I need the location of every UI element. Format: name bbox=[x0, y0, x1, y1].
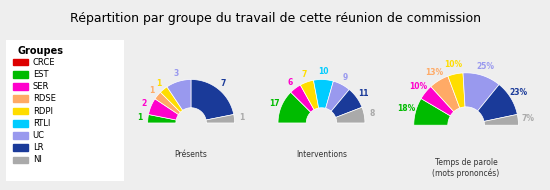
Polygon shape bbox=[421, 87, 454, 116]
Polygon shape bbox=[331, 89, 362, 117]
Polygon shape bbox=[155, 92, 180, 115]
Bar bbox=[13, 120, 28, 127]
Text: 18%: 18% bbox=[398, 105, 416, 113]
Text: 8: 8 bbox=[369, 109, 375, 118]
Polygon shape bbox=[314, 79, 333, 108]
Text: Répartition par groupe du travail de cette réunion de commission: Répartition par groupe du travail de cet… bbox=[69, 12, 481, 25]
Text: 23%: 23% bbox=[510, 89, 528, 97]
Bar bbox=[13, 83, 28, 90]
Polygon shape bbox=[477, 85, 518, 121]
Text: 11: 11 bbox=[358, 89, 368, 97]
Polygon shape bbox=[167, 79, 191, 110]
Polygon shape bbox=[291, 85, 314, 112]
Polygon shape bbox=[278, 92, 311, 123]
Text: 10: 10 bbox=[318, 67, 329, 76]
Text: 1: 1 bbox=[138, 113, 142, 122]
FancyBboxPatch shape bbox=[2, 36, 127, 185]
Text: 13%: 13% bbox=[425, 68, 443, 77]
Text: 1: 1 bbox=[149, 86, 154, 95]
Polygon shape bbox=[326, 81, 349, 111]
Text: UC: UC bbox=[32, 131, 45, 140]
Polygon shape bbox=[300, 80, 318, 110]
Text: 17: 17 bbox=[269, 99, 279, 108]
Text: 7: 7 bbox=[301, 70, 307, 79]
Text: 10%: 10% bbox=[409, 82, 427, 91]
Polygon shape bbox=[336, 107, 365, 123]
Text: EST: EST bbox=[32, 70, 48, 79]
Polygon shape bbox=[414, 99, 450, 125]
Text: Interventions: Interventions bbox=[296, 150, 347, 159]
Bar bbox=[13, 95, 28, 102]
Text: CRCE: CRCE bbox=[32, 58, 55, 67]
Polygon shape bbox=[431, 76, 460, 112]
Bar bbox=[13, 59, 28, 66]
Text: 6: 6 bbox=[288, 78, 293, 86]
Polygon shape bbox=[484, 114, 519, 125]
Text: 7%: 7% bbox=[521, 114, 534, 123]
Text: Groupes: Groupes bbox=[18, 46, 63, 55]
Text: 9: 9 bbox=[343, 73, 348, 82]
Text: 1: 1 bbox=[240, 113, 245, 122]
Text: NI: NI bbox=[32, 155, 42, 165]
Polygon shape bbox=[191, 79, 234, 120]
Bar bbox=[13, 144, 28, 151]
Bar bbox=[13, 132, 28, 139]
Text: 2: 2 bbox=[141, 99, 146, 108]
Text: LR: LR bbox=[32, 143, 43, 152]
Text: SER: SER bbox=[32, 82, 49, 91]
Polygon shape bbox=[206, 115, 235, 123]
Polygon shape bbox=[148, 99, 179, 120]
Text: RTLI: RTLI bbox=[32, 119, 50, 128]
Text: 1: 1 bbox=[156, 79, 161, 88]
Text: 25%: 25% bbox=[476, 62, 494, 71]
Text: 10%: 10% bbox=[444, 60, 463, 69]
Polygon shape bbox=[463, 73, 499, 111]
Bar bbox=[13, 71, 28, 78]
Polygon shape bbox=[448, 73, 465, 108]
Polygon shape bbox=[161, 87, 183, 112]
Polygon shape bbox=[147, 115, 176, 123]
Bar bbox=[13, 157, 28, 163]
Text: 7: 7 bbox=[221, 79, 227, 88]
Text: 3: 3 bbox=[174, 69, 179, 78]
Text: RDSE: RDSE bbox=[32, 94, 56, 103]
Bar bbox=[13, 108, 28, 114]
Text: Présents: Présents bbox=[175, 150, 207, 159]
Text: Temps de parole
(mots prononcés): Temps de parole (mots prononcés) bbox=[432, 158, 500, 178]
Text: RDPI: RDPI bbox=[32, 107, 53, 116]
